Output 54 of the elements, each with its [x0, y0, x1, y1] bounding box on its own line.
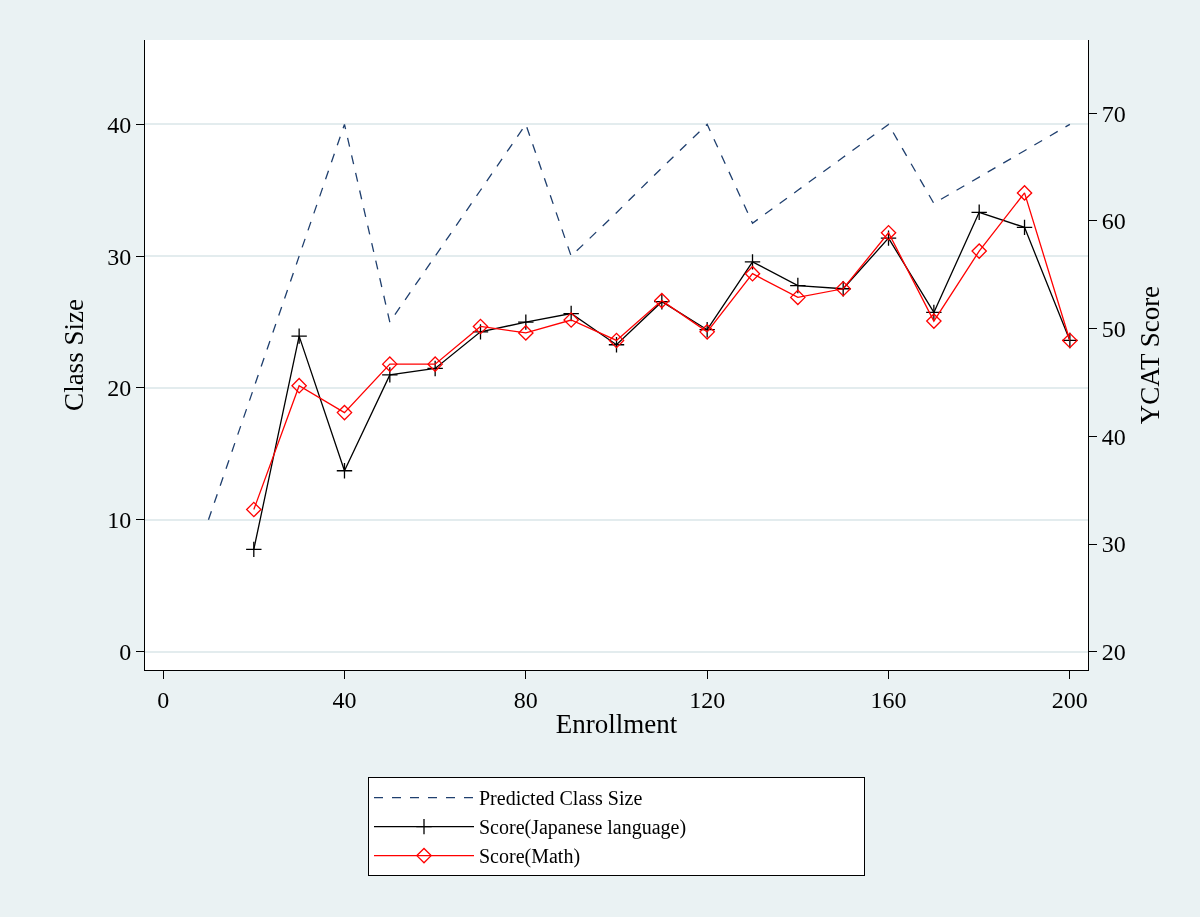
x-tick-label: 120: [689, 686, 726, 713]
point: [517, 313, 535, 331]
point: [925, 304, 943, 321]
legend-label: Score(Math): [479, 845, 581, 869]
point: [246, 501, 262, 518]
x-tick-label: 200: [1051, 686, 1088, 713]
x-axis-title: Enrollment: [555, 709, 678, 740]
point: [382, 356, 398, 372]
x-tick-label: 0: [157, 686, 170, 713]
point: [563, 312, 579, 328]
y2-tick-label: 70: [1101, 100, 1126, 127]
y2-axis-title: YCAT Score: [1135, 285, 1166, 425]
x-tick-label: 40: [332, 686, 357, 713]
point: [381, 366, 399, 384]
legend-label: Predicted Class Size: [479, 787, 643, 810]
line-series: [207, 123, 1071, 521]
point: [880, 229, 897, 247]
y-tick-label: 10: [107, 507, 132, 534]
point: [245, 541, 263, 558]
point: [291, 377, 307, 394]
y2-tick-label: 40: [1101, 423, 1126, 450]
point: [562, 305, 580, 322]
point: [518, 325, 534, 341]
point: [790, 289, 806, 306]
y2-tick-label: 60: [1101, 208, 1126, 235]
point: [290, 327, 308, 345]
x-tick-label: 80: [513, 686, 538, 713]
point: [472, 323, 489, 341]
point: [336, 404, 353, 421]
point: [1016, 219, 1033, 236]
point: [427, 356, 443, 372]
point: [336, 462, 353, 480]
point: [608, 336, 625, 354]
point: [971, 243, 987, 259]
point: [1016, 185, 1033, 201]
y-axis-title: Class Size: [59, 299, 90, 411]
point: [608, 332, 625, 349]
y-tick-label: 20: [107, 375, 132, 402]
y-tick-label: 30: [107, 243, 132, 270]
point: [880, 224, 897, 241]
point: [926, 313, 942, 329]
y2-tick-label: 50: [1101, 316, 1126, 343]
y-tick-label: 0: [119, 638, 132, 665]
point: [970, 203, 988, 221]
y2-tick-label: 30: [1101, 531, 1126, 558]
legend-label: Score(Japanese language): [479, 816, 687, 840]
y2-tick-label: 20: [1101, 639, 1126, 666]
y-tick-label: 40: [107, 111, 132, 138]
point: [744, 253, 761, 271]
point: [744, 265, 761, 282]
point: [426, 360, 444, 377]
point: [472, 318, 489, 335]
x-tick-label: 160: [870, 686, 907, 713]
point: [789, 277, 807, 294]
